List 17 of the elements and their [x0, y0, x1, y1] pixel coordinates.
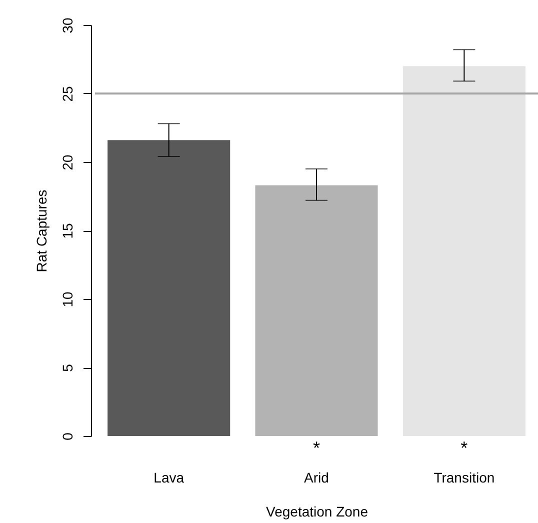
y-tick-label: 30	[60, 18, 76, 34]
x-tick-label: Arid	[304, 470, 329, 486]
y-tick-label: 20	[60, 154, 76, 170]
y-tick-label: 5	[60, 364, 76, 372]
x-axis-title: Vegetation Zone	[266, 504, 368, 520]
bar	[255, 185, 378, 436]
bar	[108, 140, 230, 436]
y-tick-label: 10	[60, 292, 76, 308]
y-tick-label: 15	[60, 223, 76, 239]
x-tick-label: Lava	[154, 470, 184, 486]
y-tick-label: 0	[60, 432, 76, 440]
text: *	[460, 438, 468, 458]
bar	[402, 66, 526, 436]
y-axis-title: Rat Captures	[34, 190, 50, 272]
text: *	[312, 438, 320, 458]
x-tick-label: Transition	[434, 470, 495, 486]
y-tick-label: 25	[60, 86, 76, 102]
